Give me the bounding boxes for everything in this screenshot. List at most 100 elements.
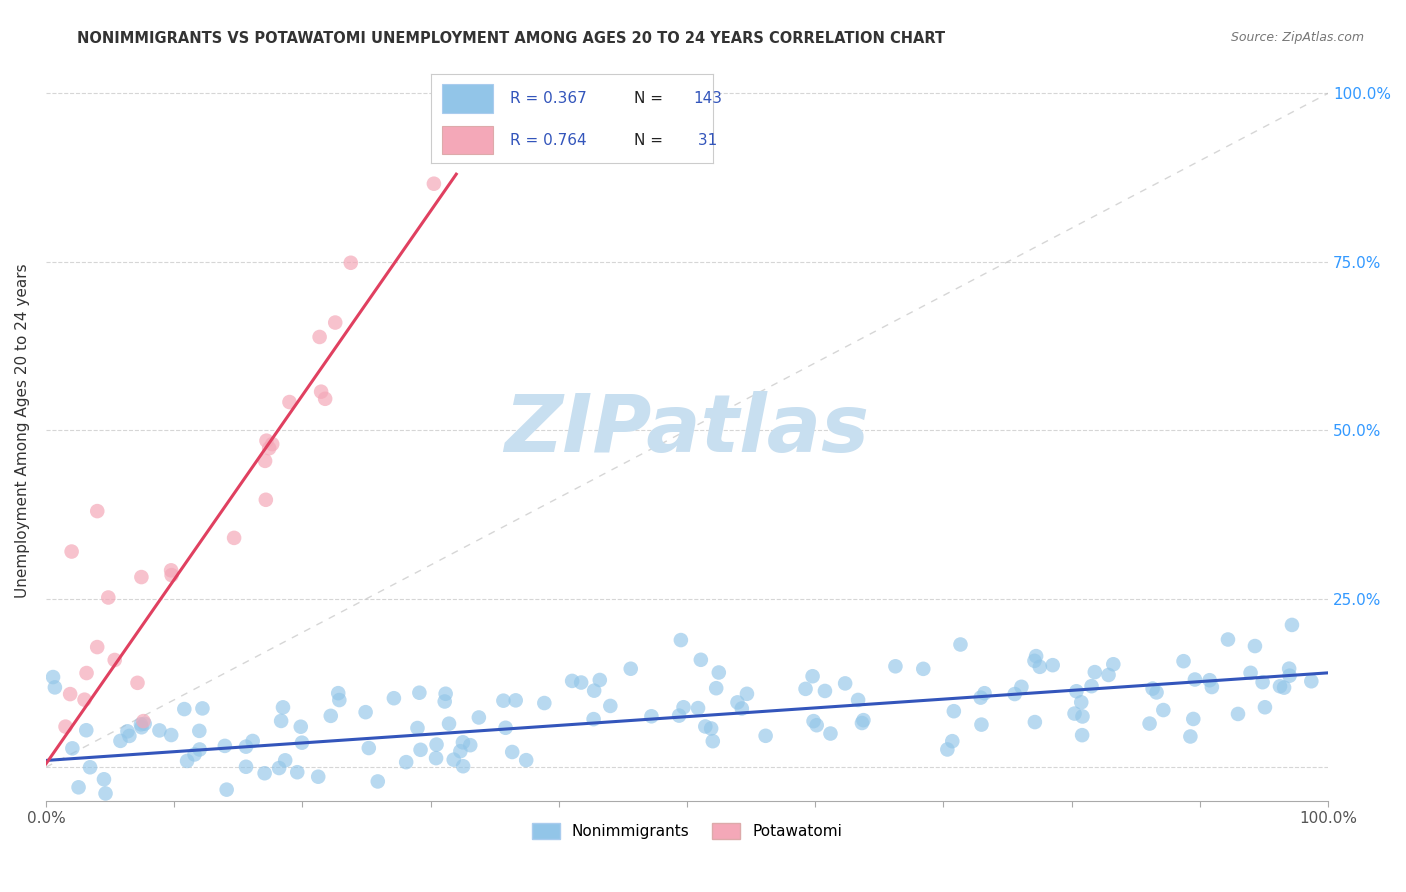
Point [425,751,447,765]
Point [451,759,474,773]
Point [242,734,264,748]
Point [253,766,276,780]
Point [1182,712,1205,726]
Point [598,87,620,101]
Point [814,684,837,698]
Point [1024,654,1046,668]
Point [451,735,474,749]
Point [942,704,965,718]
Point [820,726,842,740]
Point [357,741,380,756]
Point [515,753,537,767]
Point [262,437,284,451]
Point [669,633,692,648]
Point [134,716,156,731]
Point [148,723,170,738]
Point [1142,681,1164,696]
Point [274,753,297,767]
Point [803,714,825,728]
Point [801,669,824,683]
Point [308,330,330,344]
Point [76,666,98,681]
Point [188,723,211,738]
Point [1198,673,1220,688]
Point [97,591,120,605]
Point [59,687,82,701]
Point [254,454,277,468]
Point [561,673,583,688]
Point [973,686,995,700]
Point [672,700,695,714]
Point [727,695,749,709]
Point [1278,662,1301,676]
Y-axis label: Unemployment Among Ages 20 to 24 years: Unemployment Among Ages 20 to 24 years [15,263,30,598]
Point [1227,706,1250,721]
Point [382,691,405,706]
Point [941,734,963,748]
Point [314,392,336,406]
Point [60,544,83,558]
Point [127,676,149,690]
Point [75,723,97,738]
Point [1070,695,1092,709]
Point [423,177,446,191]
Point [437,716,460,731]
Point [214,739,236,753]
Point [1010,680,1032,694]
Point [599,698,621,713]
Point [160,568,183,582]
Point [235,760,257,774]
Point [834,676,856,690]
Point [1139,716,1161,731]
Point [1024,715,1046,730]
Point [55,720,77,734]
Point [1184,673,1206,687]
Point [309,384,332,399]
Point [640,709,662,723]
Point [884,659,907,673]
Point [1084,665,1107,679]
Point [1102,657,1125,672]
Point [689,653,711,667]
Point [188,742,211,756]
Legend: Nonimmigrants, Potawatomi: Nonimmigrants, Potawatomi [526,817,848,845]
Point [1080,679,1102,693]
Point [569,675,592,690]
Point [323,316,346,330]
Point [1301,674,1323,689]
Point [794,681,817,696]
Point [290,720,312,734]
Point [86,640,108,654]
Point [173,702,195,716]
Point [583,683,606,698]
Point [589,673,612,687]
Point [104,653,127,667]
Point [443,753,465,767]
Point [1239,665,1261,680]
Point [533,696,555,710]
Point [222,531,245,545]
Point [271,700,294,714]
Point [1216,632,1239,647]
Point [1152,703,1174,717]
Point [328,693,350,707]
Point [458,738,481,752]
Point [1004,687,1026,701]
Point [278,395,301,409]
Point [969,690,991,705]
Point [270,714,292,728]
Point [1063,706,1085,721]
Point [1042,658,1064,673]
Point [731,701,754,715]
Point [160,563,183,577]
Point [620,662,643,676]
Point [257,442,280,456]
Point [1244,639,1267,653]
Point [131,570,153,584]
Point [160,728,183,742]
Point [176,754,198,768]
Point [406,721,429,735]
Point [86,504,108,518]
Point [668,708,690,723]
Point [67,780,90,795]
